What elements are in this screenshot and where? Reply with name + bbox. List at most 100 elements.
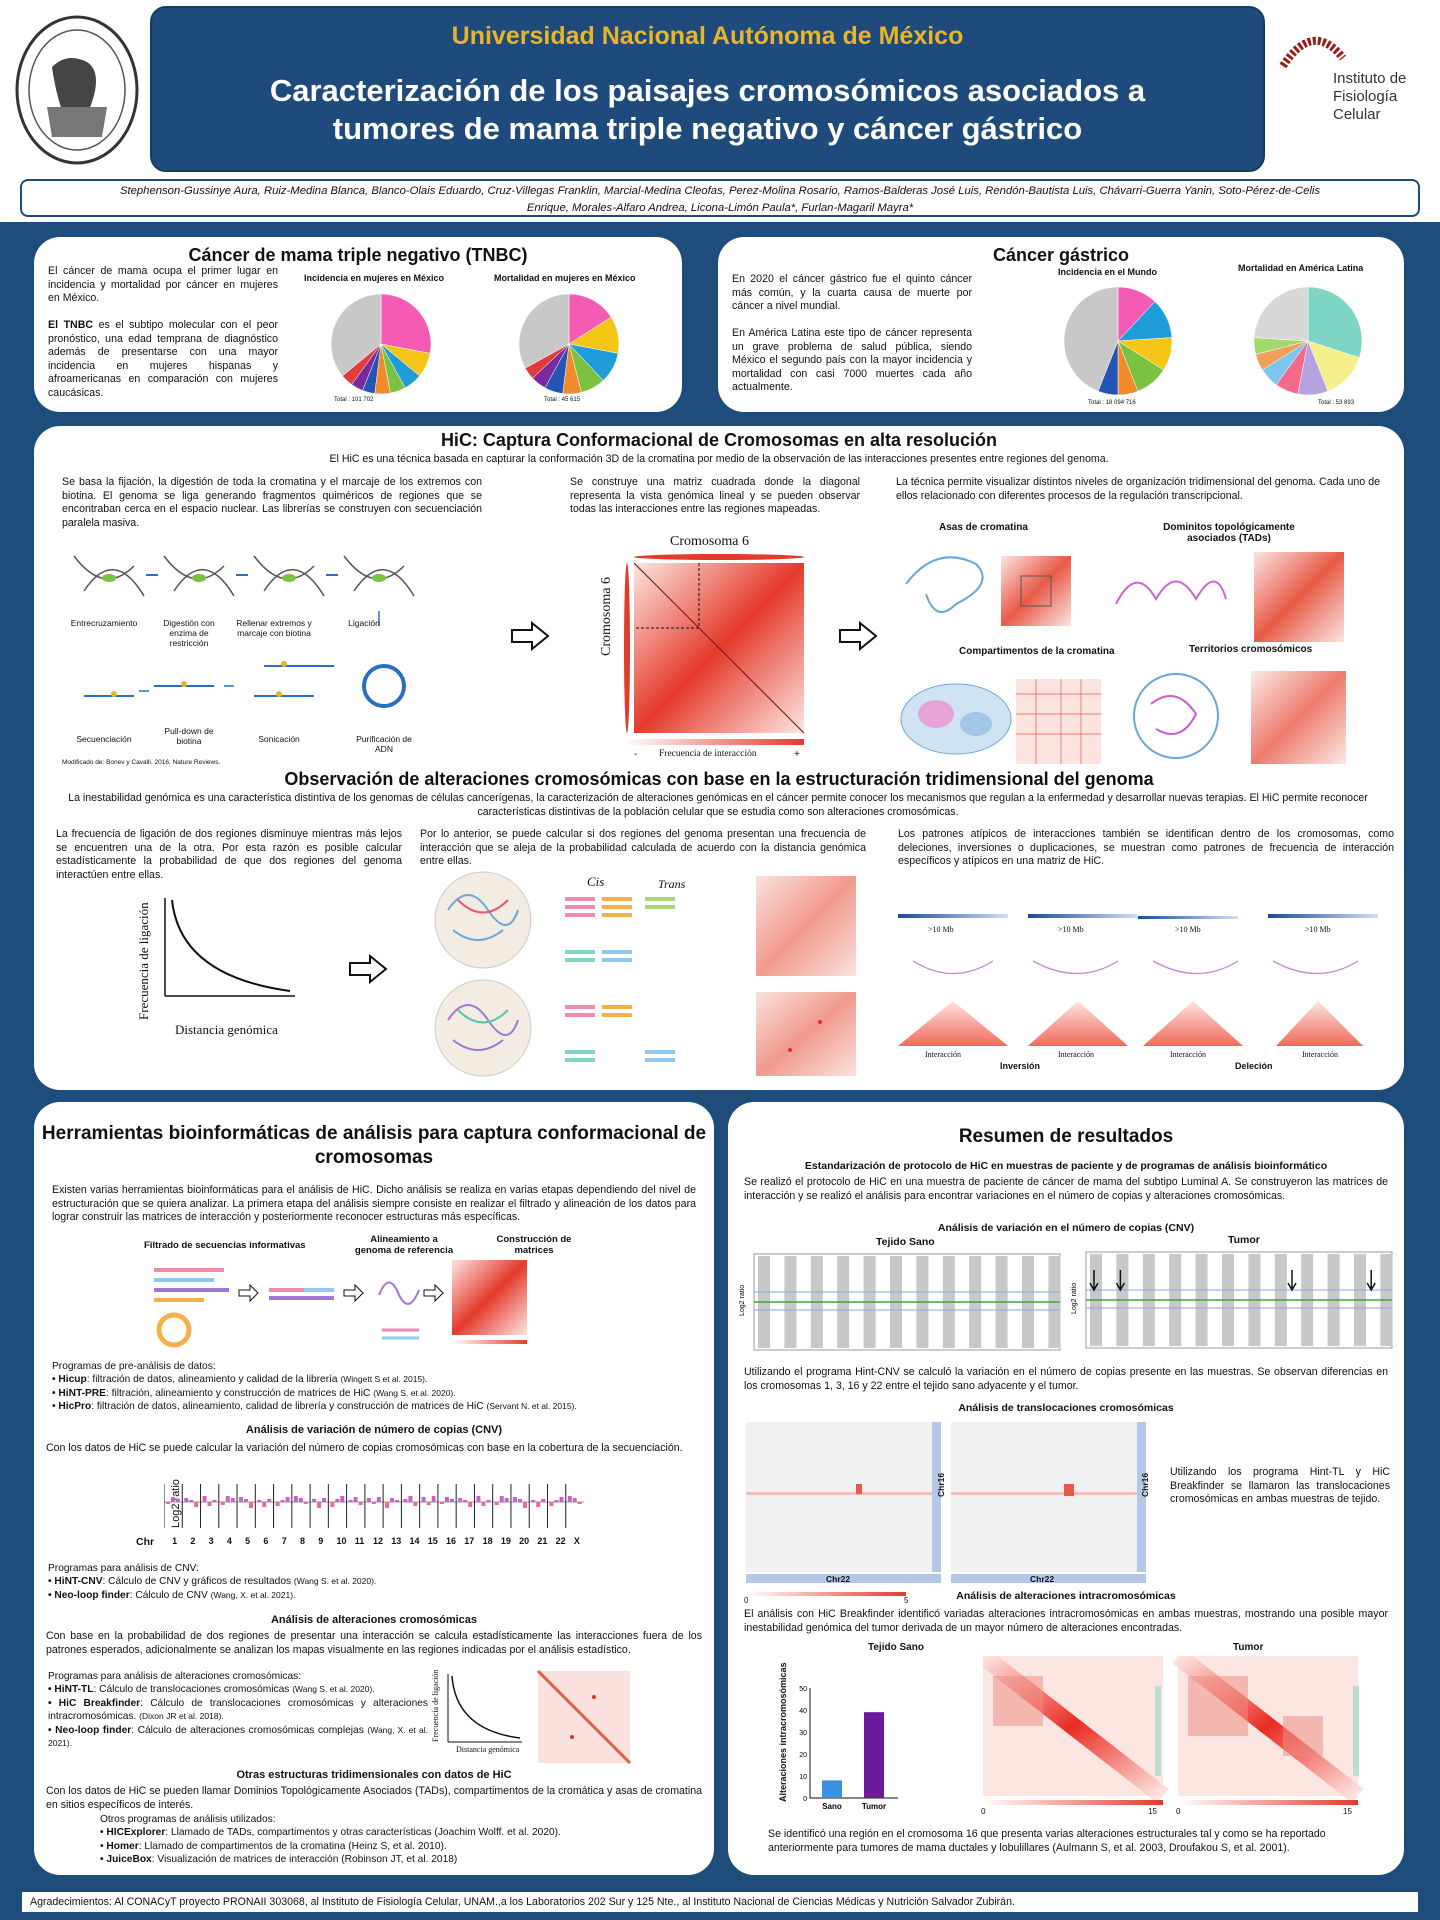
alt-title: Análisis de alteraciones cromosómicas: [270, 1614, 478, 1626]
authors-line-1: Stephenson-Gussinye Aura, Ruiz-Medina Bl…: [119, 185, 1321, 197]
mb-label-2: >10 Mb: [1058, 925, 1084, 934]
cnv-bar: [194, 1502, 199, 1507]
gastric-chart1-title: Incidencia en el Mundo: [1058, 267, 1158, 277]
inversion-label: Inversión: [1000, 1061, 1041, 1071]
pre-item: HiNT-PRE: filtración, alineamiento y con…: [52, 1387, 692, 1401]
hic-credit: Modificado de: Bonev y Cavalli. 2016. Na…: [62, 759, 221, 766]
alt-prog-item: HiNT-TL: Cálculo de translocaciones crom…: [48, 1683, 428, 1697]
pie-tnbc-mortality: [518, 293, 620, 395]
cnv-tick: 16: [446, 1536, 457, 1546]
alt-prog-desc: : Cálculo de alteraciones cromosómicas c…: [131, 1724, 364, 1736]
hic-col2: Se construye una matriz cuadrada donde l…: [570, 476, 860, 515]
alt-prog-ref: (Wang, X. et al. 2021).: [48, 1724, 428, 1749]
step-7: Sonicación: [258, 734, 300, 744]
step-3: Rellenar extremos y marcaje con biotina: [236, 618, 312, 638]
chr16-label-1: Chr16: [936, 1472, 946, 1497]
cnv-tick: 15: [427, 1536, 438, 1546]
pre-list: Hicup: filtración de datos, alineamiento…: [52, 1373, 692, 1414]
title-line-2: tumores de mama triple negativo y cáncer…: [332, 111, 1083, 146]
other-prog-item: Homer: Llamado de compartimentos de la c…: [100, 1840, 690, 1854]
results-cnv-title: Análisis de variación en el número de co…: [937, 1222, 1195, 1234]
cnv-bar: [376, 1497, 381, 1502]
pie-slice: [1307, 286, 1363, 359]
mb-label-3: >10 Mb: [1175, 925, 1201, 934]
cnv-bar: [458, 1498, 463, 1502]
bar-y-tick: 0: [803, 1796, 807, 1803]
cnv-bar: [531, 1500, 536, 1502]
authors-line-2: Enrique, Morales-Alfaro Andrea, Licona-L…: [526, 202, 914, 214]
cnv-bar: [463, 1500, 468, 1502]
cnv-tick: 5: [245, 1536, 251, 1546]
pre-item: HicPro: filtración de datos, alineamient…: [52, 1400, 692, 1414]
cnv-profile: [164, 1484, 584, 1528]
cnv-bar: [449, 1499, 454, 1502]
cnv-bar: [512, 1497, 517, 1502]
cnv-bar: [335, 1499, 340, 1502]
authors: Stephenson-Gussinye Aura, Ruiz-Medina Bl…: [20, 179, 1420, 217]
cnv-bar: [298, 1498, 303, 1502]
cnv-tick: 12: [373, 1536, 384, 1546]
cnv-tumor-label: Tumor: [1228, 1234, 1260, 1246]
tnbc-chart2-total: Total : 45 615: [544, 397, 581, 403]
cnv-prog-title: Programas para análisis de CNV:: [48, 1563, 199, 1574]
cnv-bar: [486, 1500, 491, 1502]
pre-item-desc: : filtración de datos, alineamiento y ca…: [86, 1374, 338, 1385]
other-prog-list: HICExplorer: Llamado de TADs, compartime…: [100, 1826, 690, 1867]
cnv-bar: [476, 1496, 481, 1502]
pre-item-name: HiNT-PRE: [58, 1387, 106, 1399]
obs-title: Observación de alteraciones cromosómicas…: [284, 769, 1154, 789]
cnv-bar: [481, 1502, 486, 1506]
pre-item-name: HicPro: [58, 1401, 92, 1412]
pie-slice: [518, 293, 570, 369]
alt-prog-name: HiNT-TL: [54, 1684, 94, 1695]
delecion-label: Deleción: [1235, 1061, 1273, 1071]
cnv-prog-desc: : Cálculo de CNV: [129, 1589, 208, 1601]
tools-title: Herramientas bioinformáticas de análisis…: [41, 1123, 707, 1168]
gastric-text: En 2020 el cáncer gástrico fue el quinto…: [732, 273, 972, 395]
pie-slice: [380, 293, 432, 354]
alt-text: Con base en la probabilidad de dos regio…: [46, 1630, 702, 1656]
results-panel: Resumen de resultados Estandarización de…: [728, 1102, 1404, 1875]
bar-y-tick: 10: [799, 1774, 807, 1781]
cnv-bar: [262, 1502, 267, 1507]
cnv-tick: 19: [500, 1536, 511, 1546]
alt-prog-item: Neo-loop finder: Cálculo de alteraciones…: [48, 1724, 428, 1751]
hic-col1: Se basa la fijación, la digestión de tod…: [62, 476, 482, 529]
pre-item-ref: (Servant N. et al. 2015).: [486, 1401, 577, 1411]
cnv-bar: [395, 1500, 400, 1502]
freq-minus: -: [634, 749, 638, 760]
gastric-p2: En América Latina este tipo de cáncer re…: [732, 327, 972, 393]
title-line-1: Caracterización de los paisajes cromosóm…: [269, 73, 1146, 108]
cnv-tick: 2: [190, 1536, 196, 1546]
heat-scale-15a: 15: [1148, 1807, 1157, 1816]
bar-sano: [822, 1780, 842, 1798]
cnv-tick: 17: [464, 1536, 475, 1546]
hic-title: HiC: Captura Conformacional de Cromosoma…: [440, 430, 998, 450]
cnv-bar: [225, 1496, 230, 1502]
cnv-bar: [275, 1502, 280, 1506]
other-text: Con los datos de HiC se pueden llamar Do…: [46, 1785, 702, 1811]
level-loops: Asas de cromatina: [939, 522, 1028, 533]
cnv-bar: [385, 1502, 390, 1508]
cnv-bar: [567, 1496, 572, 1502]
cnv-bar: [358, 1502, 363, 1505]
step-2: Digestión con enzima de restricción: [163, 618, 215, 648]
mb-label-4: >10 Mb: [1305, 925, 1331, 934]
cnv-prog-list: HiNT-CNV: Cálculo de CNV y gráficos de r…: [48, 1575, 688, 1602]
unam-seal: [12, 12, 142, 168]
chromatin-levels-figure: [900, 552, 1346, 764]
university-name: Universidad Nacional Autónoma de México: [451, 22, 964, 50]
alt-matrix-small: [536, 1669, 632, 1765]
interaccion-label-2: Interacción: [1058, 1050, 1094, 1059]
pie-gastric-mortality: [1253, 286, 1363, 396]
heat-scale-0a: 0: [981, 1807, 986, 1816]
cnv-result-ylabel: Log2 ratio: [739, 1285, 746, 1316]
alt-prog-name: HiC Breakfinder: [58, 1697, 141, 1709]
cnv-tick: X: [573, 1536, 580, 1546]
tnbc-title: Cáncer de mama triple negativo (TNBC): [188, 245, 528, 265]
bar-category-label: Tumor: [862, 1802, 886, 1811]
results-text2: Utilizando el programa Hint-CNV se calcu…: [744, 1366, 1388, 1392]
cnv-title: Análisis de variación de número de copia…: [245, 1424, 503, 1436]
cnv-sano-profile: Log2 ratio: [739, 1253, 1061, 1351]
other-prog-desc: : Visualización de matrices de interacci…: [151, 1854, 458, 1865]
